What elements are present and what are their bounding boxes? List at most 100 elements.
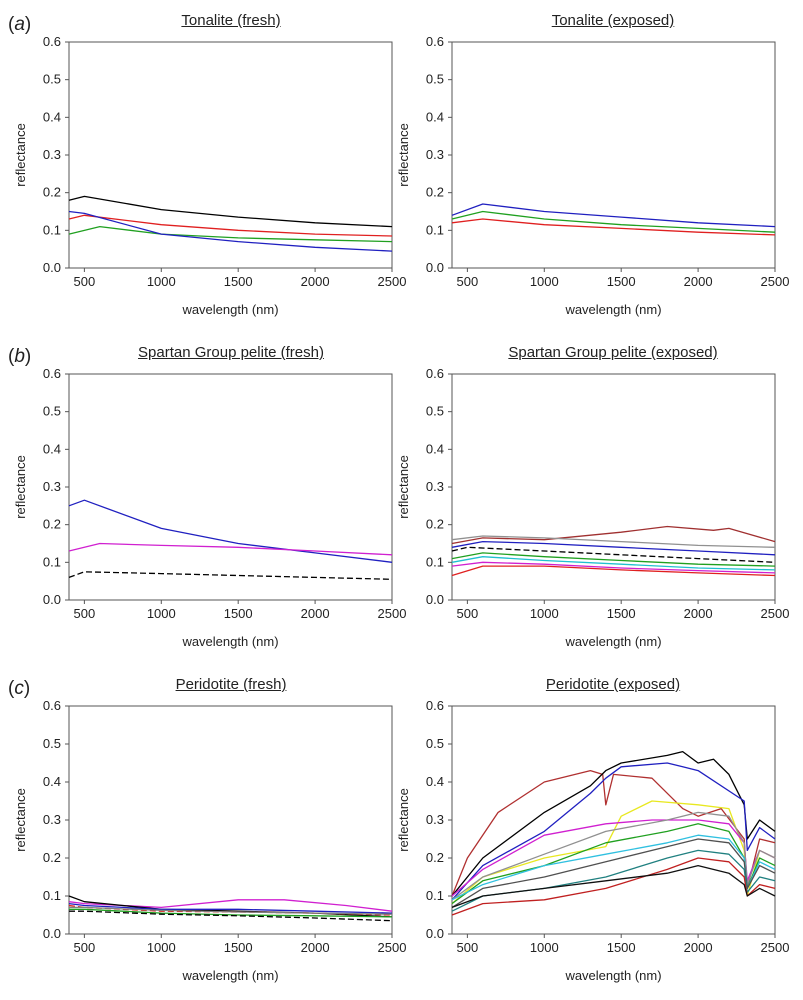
- series-line-dark-gray: [451, 838, 776, 908]
- y-tick-label: 0.6: [43, 698, 61, 713]
- series-line-gray: [69, 906, 393, 915]
- y-tick-label: 0.4: [426, 109, 444, 124]
- chart-title: Spartan Group pelite (exposed): [508, 344, 718, 361]
- x-tick-label: 500: [74, 606, 96, 621]
- series-line-green: [451, 210, 776, 233]
- x-tick-label: 1000: [147, 940, 176, 955]
- series-line-brown: [451, 525, 776, 545]
- y-tick-label: 0.1: [426, 222, 444, 237]
- y-tick-label: 0.3: [426, 812, 444, 827]
- series-line-green: [451, 552, 776, 567]
- y-tick-label: 0.5: [426, 404, 444, 419]
- series-line-green: [68, 225, 393, 243]
- series-line-magenta: [68, 899, 393, 912]
- series-line-blue: [68, 210, 393, 252]
- x-tick-label: 2000: [301, 606, 330, 621]
- y-tick-label: 0.3: [43, 147, 61, 162]
- series-line-black-dashed: [451, 546, 776, 563]
- y-tick-label: 0.0: [43, 926, 61, 941]
- y-tick-label: 0.1: [426, 888, 444, 903]
- y-tick-label: 0.6: [426, 698, 444, 713]
- series-line-yellow: [451, 800, 776, 905]
- chart-title: Spartan Group pelite (fresh): [138, 344, 324, 361]
- y-axis-label: reflectance: [13, 788, 28, 852]
- y-tick-label: 0.5: [426, 72, 444, 87]
- panel-label-b: (b): [8, 346, 32, 367]
- x-tick-label: 2500: [378, 940, 407, 955]
- y-axis-label: reflectance: [396, 455, 411, 519]
- x-tick-label: 2000: [684, 606, 713, 621]
- x-tick-label: 1500: [607, 940, 636, 955]
- x-tick-label: 500: [457, 940, 479, 955]
- x-axis-label: wavelength (nm): [564, 634, 661, 649]
- chart-title: Tonalite (fresh): [181, 12, 281, 29]
- x-axis-label: wavelength (nm): [181, 302, 278, 317]
- y-axis-label: reflectance: [396, 788, 411, 852]
- y-axis-label: reflectance: [13, 123, 28, 187]
- x-tick-label: 2500: [761, 274, 790, 289]
- y-tick-label: 0.3: [43, 812, 61, 827]
- series-line-blue: [451, 203, 776, 228]
- x-tick-label: 1500: [224, 274, 253, 289]
- series-line-red: [451, 857, 776, 916]
- series-line-blue: [68, 902, 393, 914]
- x-tick-label: 1500: [224, 940, 253, 955]
- y-tick-label: 0.1: [43, 554, 61, 569]
- y-tick-label: 0.2: [426, 517, 444, 532]
- y-tick-label: 0.2: [43, 517, 61, 532]
- panel-label-c: (c): [8, 678, 31, 699]
- x-tick-label: 500: [457, 274, 479, 289]
- series-line-magenta: [451, 561, 776, 574]
- series-line-magenta: [451, 819, 776, 897]
- y-tick-label: 0.1: [426, 554, 444, 569]
- panel-label-a: (a): [8, 14, 32, 35]
- x-axis-label: wavelength (nm): [564, 302, 661, 317]
- y-tick-label: 0.5: [43, 404, 61, 419]
- y-axis-label: reflectance: [13, 455, 28, 519]
- y-tick-label: 0.4: [426, 441, 444, 456]
- y-tick-label: 0.2: [43, 850, 61, 865]
- series-line-black: [68, 195, 393, 228]
- y-tick-label: 0.5: [426, 736, 444, 751]
- series-line-red: [68, 214, 393, 237]
- x-tick-label: 2500: [761, 606, 790, 621]
- series-line-red: [451, 565, 776, 577]
- series-line-magenta: [68, 542, 393, 556]
- x-tick-label: 2000: [684, 274, 713, 289]
- y-tick-label: 0.0: [426, 260, 444, 275]
- x-tick-label: 2500: [761, 940, 790, 955]
- x-tick-label: 500: [74, 274, 96, 289]
- y-tick-label: 0.4: [43, 774, 61, 789]
- series-line-red: [451, 218, 776, 236]
- chart-title: Peridotite (fresh): [175, 676, 287, 693]
- y-tick-label: 0.1: [43, 222, 61, 237]
- y-tick-label: 0.0: [426, 592, 444, 607]
- x-tick-label: 2000: [301, 940, 330, 955]
- y-tick-label: 0.4: [43, 109, 61, 124]
- series-line-black-dashed: [68, 571, 393, 580]
- y-axis-label: reflectance: [396, 123, 411, 187]
- series-line-black-dashed: [69, 910, 393, 922]
- y-tick-label: 0.1: [43, 888, 61, 903]
- series-line-blue: [451, 540, 776, 556]
- x-tick-label: 2000: [684, 940, 713, 955]
- x-tick-label: 500: [74, 940, 96, 955]
- y-tick-label: 0.3: [43, 479, 61, 494]
- series-line-cyan: [451, 556, 776, 571]
- y-tick-label: 0.3: [426, 479, 444, 494]
- y-tick-label: 0.2: [426, 185, 444, 200]
- series-line-gray: [451, 811, 776, 901]
- y-tick-label: 0.6: [426, 34, 444, 49]
- x-tick-label: 2500: [378, 274, 407, 289]
- y-tick-label: 0.5: [43, 72, 61, 87]
- x-tick-label: 1500: [224, 606, 253, 621]
- chart-title: Peridotite (exposed): [545, 676, 681, 693]
- x-tick-label: 2000: [301, 274, 330, 289]
- y-tick-label: 0.0: [43, 260, 61, 275]
